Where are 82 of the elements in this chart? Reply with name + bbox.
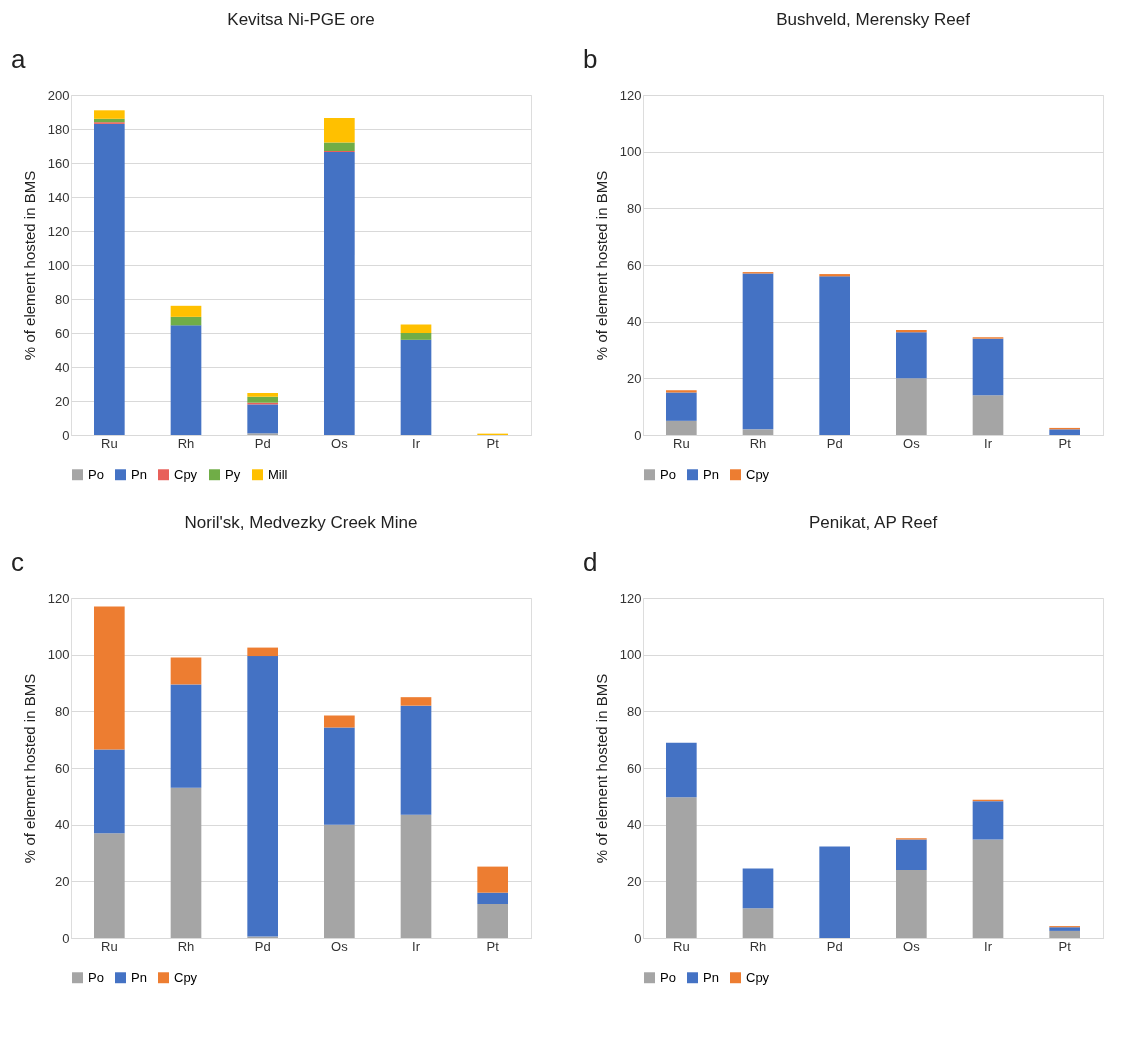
x-tick-label: Os [331,938,349,954]
y-tick-label: 0 [634,427,642,443]
legend-label: Po [88,466,104,482]
legend-label: Pn [131,969,147,985]
x-tick-label: Os [903,938,921,954]
chart-title: Bushveld, Merensky Reef [776,10,971,29]
y-tick-label: 20 [627,370,642,386]
legend-label: Pn [703,969,719,985]
text: b [583,44,598,74]
y-tick-label: 80 [627,703,642,719]
y-tick-label: 40 [627,817,642,833]
x-tick-label: Rh [177,435,195,451]
y-tick-label: 80 [55,291,70,307]
y-tick-label: 100 [619,144,642,160]
legend-label: Cpy [746,969,770,985]
y-tick-label: 20 [55,393,70,409]
y-axis-title: % of element hosted in BMS [592,673,610,864]
y-tick-label: 20 [55,873,70,889]
y-tick-label: 60 [627,257,642,273]
chart-title: Penikat, AP Reef [808,513,938,532]
legend-label: Po [660,466,676,482]
y-tick-label: 60 [627,760,642,776]
x-tick-label: Rh [749,938,767,954]
x-tick-label: Pd [826,435,843,451]
y-tick-label: 100 [47,647,70,663]
x-tick-label: Ru [101,938,118,954]
y-tick-label: 40 [55,817,70,833]
y-tick-label: 120 [619,590,642,606]
x-tick-label: Ir [984,435,993,451]
x-tick-label: Os [903,435,921,451]
x-tick-label: Pd [254,938,271,954]
legend-label: Cpy [746,466,770,482]
legend-label: Pn [703,466,719,482]
x-tick-label: Os [331,435,349,451]
y-tick-label: 180 [47,121,70,137]
y-tick-label: 200 [47,87,70,103]
legend-label: Cpy [174,969,198,985]
y-tick-label: 20 [627,873,642,889]
x-tick-label: Pd [826,938,843,954]
x-tick-label: Ru [673,435,690,451]
y-tick-label: 60 [55,325,70,341]
legend-label: Pn [131,466,147,482]
y-tick-label: 140 [47,189,70,205]
y-tick-label: 40 [627,314,642,330]
x-tick-label: Ir [412,435,421,451]
y-tick-label: 60 [55,760,70,776]
y-tick-label: 120 [47,590,70,606]
x-tick-label: Pt [1058,938,1072,954]
x-tick-label: Rh [177,938,195,954]
legend-label: Cpy [174,466,198,482]
y-tick-label: 80 [627,200,642,216]
x-tick-label: Pt [486,435,500,451]
chart-title: Noril'sk, Medvezky Creek Mine [184,513,418,532]
legend-label: Po [88,969,104,985]
x-tick-label: Pt [486,938,500,954]
y-tick-label: 0 [62,930,70,946]
y-tick-label: 0 [634,930,642,946]
chart-title: Kevitsa Ni-PGE ore [227,10,375,29]
text: a [11,44,26,74]
y-tick-label: 160 [47,155,70,171]
x-tick-label: Rh [749,435,767,451]
x-tick-label: Ru [101,435,118,451]
y-tick-label: 0 [62,427,70,443]
text: d [583,547,598,577]
x-tick-label: Ir [984,938,993,954]
y-tick-label: 120 [619,87,642,103]
x-tick-label: Pt [1058,435,1072,451]
legend-label: Mill [268,466,288,482]
x-tick-label: Ru [673,938,690,954]
legend-label: Po [660,969,676,985]
y-tick-label: 100 [619,647,642,663]
y-axis-title: % of element hosted in BMS [592,170,610,361]
y-tick-label: 120 [47,223,70,239]
y-tick-label: 100 [47,257,70,273]
x-tick-label: Ir [412,938,421,954]
y-axis-title: % of element hosted in BMS [20,170,38,361]
y-tick-label: 40 [55,359,70,375]
legend-label: Py [225,466,241,482]
x-tick-label: Pd [254,435,271,451]
y-axis-title: % of element hosted in BMS [20,673,38,864]
text: c [11,547,24,577]
y-tick-label: 80 [55,703,70,719]
